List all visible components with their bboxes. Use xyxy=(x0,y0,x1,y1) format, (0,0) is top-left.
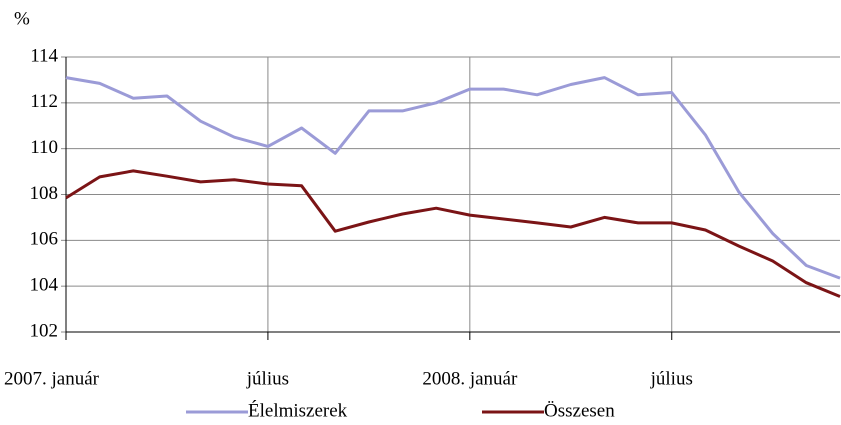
y-tick-label: 114 xyxy=(30,45,58,66)
y-tick-label: 102 xyxy=(30,320,59,341)
y-axis-label: % xyxy=(14,8,30,29)
y-tick-label: 112 xyxy=(30,91,58,112)
legend-label: Összesen xyxy=(544,400,615,421)
x-tick-label: július xyxy=(650,368,693,389)
legend-label: Élelmiszerek xyxy=(248,399,348,421)
line-series xyxy=(65,76,841,280)
y-tick-label: 110 xyxy=(30,137,58,158)
y-tick-label: 106 xyxy=(30,229,59,250)
x-tick-label: 2007. január xyxy=(4,368,100,389)
y-tick-label: 104 xyxy=(30,275,59,296)
x-tick-label: 2008. január xyxy=(422,368,518,389)
line-series xyxy=(65,169,841,298)
x-tick-label: július xyxy=(246,368,289,389)
y-tick-label: 108 xyxy=(30,183,59,204)
